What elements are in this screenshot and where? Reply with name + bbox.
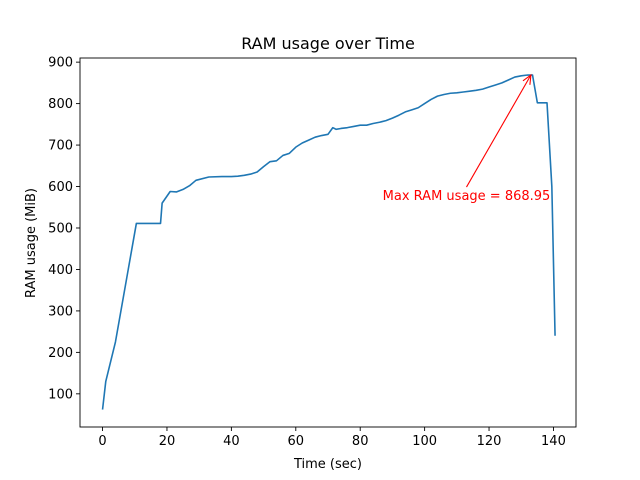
x-tick-label: 100 <box>412 434 437 449</box>
axes-frame <box>79 57 577 428</box>
y-tick-label: 900 <box>48 56 73 71</box>
x-tick-label: 40 <box>223 434 240 449</box>
annotation-arrow-head <box>522 73 532 85</box>
x-axis-label: Time (sec) <box>293 457 362 472</box>
max-ram-annotation: Max RAM usage = 868.95 <box>383 189 551 204</box>
y-tick-label: 200 <box>48 346 73 361</box>
x-tick-label: 0 <box>98 434 106 449</box>
y-tick-label: 300 <box>48 304 73 319</box>
x-tick-label: 60 <box>288 434 305 449</box>
plot-area: 0 20 40 60 80 100 120 140 100 200 300 400 500 600 700 8… <box>48 56 577 449</box>
y-tick-label: 600 <box>48 180 73 195</box>
y-tick-label: 700 <box>48 139 73 154</box>
y-tick-label: 100 <box>48 387 73 402</box>
y-axis-label: RAM usage (MiB) <box>24 188 39 298</box>
x-tick-label: 120 <box>477 434 502 449</box>
annotation-arrow-line <box>466 74 532 188</box>
y-tick-label: 400 <box>48 263 73 278</box>
y-tick-label: 800 <box>48 97 73 112</box>
series-line <box>101 74 556 410</box>
x-tick-label: 20 <box>159 434 176 449</box>
y-tick-label: 500 <box>48 221 73 236</box>
x-tick-label: 80 <box>352 434 369 449</box>
chart-title: RAM usage over Time <box>241 34 415 53</box>
x-tick-label: 140 <box>541 434 566 449</box>
